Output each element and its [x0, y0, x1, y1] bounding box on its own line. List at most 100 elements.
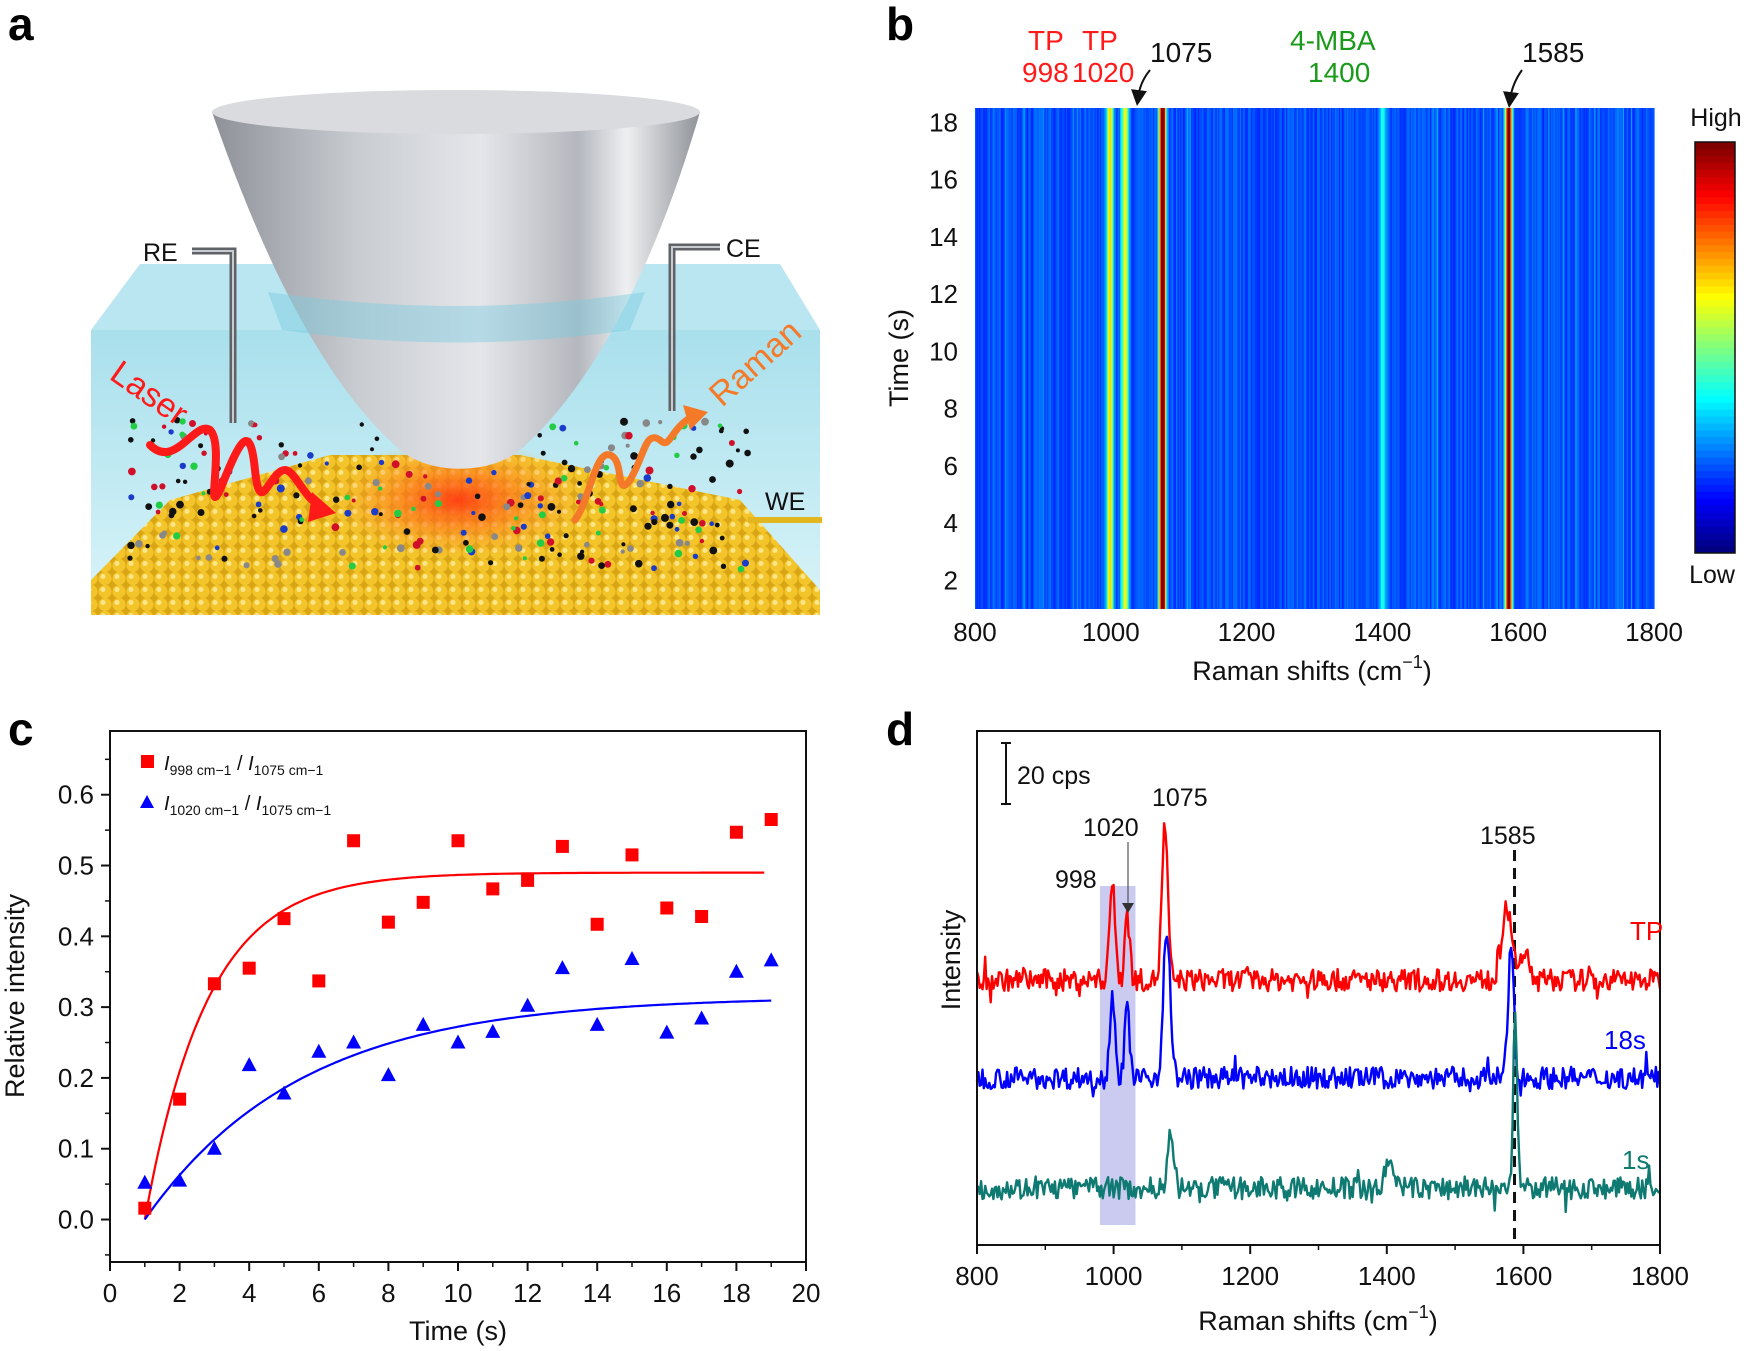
legend-marker-square	[141, 755, 154, 768]
molecule-atom	[674, 549, 683, 558]
molecule-atom	[161, 424, 167, 429]
heatmap-column	[1095, 108, 1098, 609]
data-point-triangle	[241, 1057, 257, 1072]
heatmap-column	[1097, 108, 1100, 609]
heatmap-column	[1468, 108, 1470, 609]
molecule-atom	[511, 526, 516, 531]
heatmap-column	[1496, 108, 1499, 609]
heatmap-column	[1571, 108, 1574, 609]
heatmap-column	[1208, 108, 1211, 609]
heatmap-column	[1586, 108, 1589, 609]
molecule-atom	[190, 462, 198, 470]
objective-lens-cone	[212, 112, 700, 469]
heatmap-y-tick-label: 8	[944, 394, 958, 424]
heatmap-column	[1564, 108, 1567, 609]
x-tick-label: 10	[444, 1278, 473, 1308]
heatmap-column	[1334, 108, 1337, 609]
molecule-atom	[625, 431, 633, 440]
heatmap-column	[1613, 108, 1616, 609]
heatmap-column	[1538, 108, 1541, 609]
heatmap-column	[1394, 108, 1397, 609]
heatmap-column	[1599, 108, 1602, 609]
heatmap-column	[1218, 108, 1221, 609]
heatmap-column	[1396, 108, 1398, 609]
panel-label-b: b	[886, 0, 914, 50]
heatmap-column	[1167, 108, 1170, 609]
molecule-atom	[675, 539, 684, 547]
molecule-atom	[175, 478, 181, 484]
x-tick-label: 16	[652, 1278, 681, 1308]
heatmap-column	[1622, 108, 1625, 609]
heatmap-column	[1053, 108, 1056, 609]
molecule-atom	[676, 501, 682, 507]
data-point-square	[660, 901, 674, 915]
heatmap-column	[1421, 108, 1424, 609]
heatmap-column	[1311, 108, 1314, 609]
heatmap-column	[1309, 108, 1312, 609]
heatmap-column	[1055, 108, 1058, 609]
heatmap-column	[1261, 108, 1264, 609]
heatmap-column	[1252, 108, 1254, 609]
data-point-triangle	[659, 1024, 675, 1039]
heatmap-column	[1371, 108, 1374, 609]
heatmap-column	[1290, 108, 1293, 609]
heatmap-column	[1305, 108, 1307, 609]
heatmap-column	[1201, 108, 1204, 609]
heatmap-annotation: TP	[1082, 25, 1118, 56]
colorbar-segment	[1695, 511, 1735, 520]
molecule-atom	[155, 501, 163, 509]
colorbar-segment	[1695, 402, 1735, 410]
colorbar-segment	[1695, 203, 1735, 211]
heatmap-x-tick-label: 1400	[1353, 617, 1411, 647]
heatmap-column	[1391, 108, 1394, 609]
heatmap-column	[1176, 108, 1178, 609]
heatmap-column	[1492, 108, 1495, 609]
heatmap-column	[1169, 108, 1172, 609]
heatmap-column	[1387, 108, 1390, 609]
heatmap-column	[1023, 108, 1026, 609]
heatmap-column	[1133, 108, 1136, 609]
colorbar-segment	[1695, 231, 1735, 239]
heatmap-column	[1319, 108, 1322, 609]
molecule-atom	[537, 495, 544, 502]
heatmap-column	[1307, 108, 1310, 609]
heatmap-column	[1367, 108, 1370, 609]
heatmap-column	[1636, 108, 1639, 609]
heatmap-column	[1434, 108, 1436, 609]
molecule-atom	[549, 547, 555, 552]
peak-label-998: 998	[1055, 866, 1097, 894]
heatmap-column	[1181, 108, 1184, 609]
heatmap-column	[1192, 108, 1195, 609]
heatmap-column	[1318, 108, 1321, 609]
reference-electrode-highlight	[192, 250, 234, 423]
colorbar-segment	[1695, 244, 1735, 253]
molecule-atom	[718, 428, 724, 434]
heatmap-column	[1286, 108, 1288, 609]
scatter-points	[137, 813, 779, 1215]
heatmap-column	[1272, 108, 1275, 609]
heatmap-column	[991, 108, 994, 609]
molecule-atom	[699, 538, 705, 544]
molecule-atom	[688, 485, 696, 493]
colorbar-segment	[1695, 395, 1735, 403]
heatmap-column	[1328, 108, 1331, 609]
heatmap-column	[1400, 108, 1403, 609]
heatmap-column	[1258, 108, 1261, 609]
molecule-atom	[666, 521, 674, 529]
heatmap-column	[1009, 108, 1011, 609]
colorbar-segment	[1695, 224, 1735, 232]
heatmap-column	[1337, 108, 1340, 609]
ce-label: CE	[726, 235, 761, 263]
heatmap-column	[1306, 108, 1309, 609]
x-tick-label: 800	[955, 1261, 998, 1291]
heatmap-column	[1535, 108, 1538, 609]
molecule-atom	[276, 484, 285, 493]
x-tick-label: 14	[583, 1278, 612, 1308]
heatmap-column	[1313, 108, 1316, 609]
molecule-atom	[546, 538, 555, 546]
heatmap-column	[1248, 108, 1250, 609]
heatmap-column	[1580, 108, 1583, 609]
molecule-atom	[331, 523, 340, 532]
heatmap-column	[1004, 108, 1007, 609]
colorbar-segment	[1695, 374, 1735, 383]
